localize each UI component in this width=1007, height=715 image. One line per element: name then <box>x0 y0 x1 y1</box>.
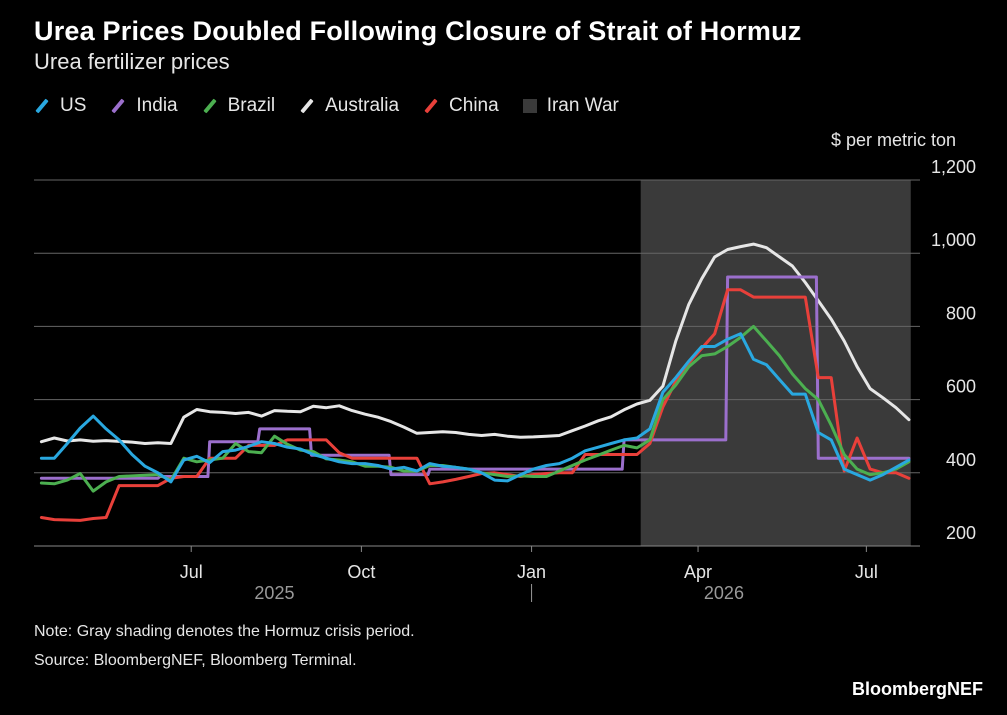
legend-swatch-iran-war <box>522 99 537 113</box>
y-axis-unit-label: $ per metric ton <box>830 130 956 150</box>
chart-legend: US India Brazil Australia China Iran War <box>34 94 643 118</box>
legend-label-china: China <box>449 95 499 116</box>
x-tick-label: Oct <box>347 562 375 582</box>
chart-subtitle: Urea fertilizer prices <box>34 49 230 74</box>
y-tick-label: 600 <box>946 377 976 397</box>
chart-note: Note: Gray shading denotes the Hormuz cr… <box>34 623 415 640</box>
y-tick-label: 800 <box>946 303 976 323</box>
legend-item-india: India <box>110 95 178 117</box>
series-line-us <box>39 332 911 484</box>
legend-label-australia: Australia <box>325 95 400 116</box>
x-year-label: 2025 <box>254 583 294 603</box>
legend-label-us: US <box>60 95 87 116</box>
legend-item-australia: Australia <box>299 95 399 117</box>
legend-label-iran-war: Iran War <box>546 95 619 116</box>
legend-item-brazil: Brazil <box>202 95 276 117</box>
x-tick-label: Jul <box>855 562 878 582</box>
series-line-australia <box>39 242 911 445</box>
brand-logo: BloombergNEF <box>851 679 983 699</box>
x-tick-label: Jul <box>180 562 203 582</box>
y-tick-label: 1,000 <box>931 230 976 250</box>
legend-label-india: India <box>136 95 178 116</box>
x-year-label: 2026 <box>704 583 744 603</box>
y-tick-label: 400 <box>946 450 976 470</box>
legend-item-iran-war: Iran War <box>522 95 619 117</box>
x-tick-label: Jan <box>517 562 546 582</box>
y-tick-label: 1,200 <box>931 157 976 177</box>
chart-title: Urea Prices Doubled Following Closure of… <box>34 16 802 46</box>
shaded-region-iran-war <box>640 180 911 546</box>
y-tick-label: 200 <box>946 523 976 543</box>
series-line-india <box>39 275 911 480</box>
x-tick-label: Apr <box>684 562 712 582</box>
legend-label-brazil: Brazil <box>227 95 276 116</box>
legend-item-us: US <box>34 95 86 117</box>
chart-source: Source: BloombergNEF, Bloomberg Terminal… <box>34 652 357 669</box>
legend-item-china: China <box>423 95 499 117</box>
